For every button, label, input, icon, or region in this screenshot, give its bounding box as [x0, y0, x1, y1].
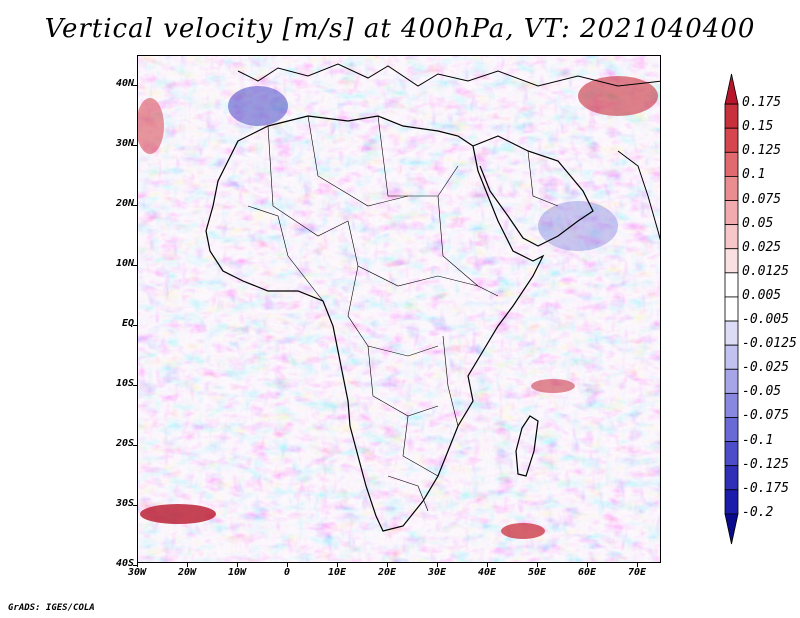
lon-tick-mark [487, 563, 488, 567]
footer-credit: GrADS: IGES/COLA [8, 603, 95, 613]
lat-tick-mark [133, 205, 137, 206]
strong-ascent-patch [501, 523, 545, 539]
colorbar-label: 0.05 [742, 215, 774, 231]
colorbar-label: 0.025 [742, 239, 782, 255]
lat-tick-mark [133, 265, 137, 266]
colorbar-swatch [724, 151, 739, 177]
lon-tick-mark [287, 563, 288, 567]
colorbar-label: 0.125 [742, 143, 782, 159]
lon-tick-mark [137, 563, 138, 567]
lon-tick-mark [187, 563, 188, 567]
colorbar-label: 0.0125 [742, 263, 789, 279]
velocity-noise-overlay [138, 56, 660, 562]
lon-tick-mark [387, 563, 388, 567]
lon-tick-label: 20E [377, 567, 397, 578]
colorbar-swatch [724, 392, 739, 418]
lon-tick-label: 10E [327, 567, 347, 578]
lat-tick-mark [133, 505, 137, 506]
lat-tick-mark [133, 565, 137, 566]
lat-tick-mark [133, 325, 137, 326]
colorbar-swatch [724, 489, 739, 515]
lat-tick-label: 30N [115, 138, 134, 149]
lon-tick-mark [537, 563, 538, 567]
lon-tick-label: 40E [477, 567, 497, 578]
colorbar-label: -0.025 [742, 360, 789, 376]
colorbar-swatch [724, 200, 739, 226]
lat-tick-label: 20S [115, 438, 134, 449]
colorbar-swatch [724, 272, 739, 298]
colorbar-label: -0.075 [742, 408, 789, 424]
colorbar-swatch [724, 127, 739, 153]
colorbar-swatch [724, 441, 739, 467]
colorbar-label: -0.175 [742, 480, 789, 496]
colorbar-swatch [724, 417, 739, 442]
lon-tick-label: 0 [283, 567, 291, 578]
lat-tick-mark [133, 145, 137, 146]
colorbar-swatch [724, 513, 739, 545]
colorbar-label: -0.005 [742, 312, 789, 328]
lon-tick-mark [337, 563, 338, 567]
map-title: Vertical velocity [m/s] at 400hPa, VT: 2… [44, 14, 756, 44]
colorbar-label: -0.1 [742, 432, 774, 448]
country-borders [247, 115, 559, 512]
strong-ascent-patch [578, 76, 658, 116]
lon-tick-label: 50E [527, 567, 547, 578]
velocity-field-map [138, 56, 660, 562]
colorbar-swatch [724, 465, 739, 491]
lon-tick-label: 30W [127, 567, 147, 578]
lon-tick-label: 20W [177, 567, 197, 578]
strong-ascent-patch [138, 98, 164, 154]
colorbar-label: -0.125 [742, 456, 789, 472]
strong-ascent-patch [531, 379, 575, 393]
colorbar-label: 0.175 [742, 95, 782, 111]
lat-tick-label: 40N [115, 78, 134, 89]
lon-tick-mark [437, 563, 438, 567]
lat-tick-label: 10N [115, 258, 134, 269]
coastline-africa [205, 115, 545, 532]
coastline-europe [237, 63, 660, 87]
lat-tick-label: EQ [121, 318, 134, 329]
colorbar-label: 0.075 [742, 191, 782, 207]
colorbar-swatch [724, 368, 739, 394]
map-panel [137, 55, 661, 563]
colorbar-label: -0.2 [742, 504, 774, 520]
lat-tick-mark [133, 445, 137, 446]
colorbar-swatch [724, 73, 739, 105]
colorbar-swatch [724, 344, 739, 370]
lon-tick-mark [237, 563, 238, 567]
colorbar-swatch [724, 296, 739, 322]
colorbar-swatch [724, 320, 739, 346]
lat-tick-mark [133, 85, 137, 86]
strong-descent-patch [228, 86, 288, 126]
lon-tick-label: 60E [577, 567, 597, 578]
lat-tick-mark [133, 385, 137, 386]
lat-tick-label: 20N [115, 198, 134, 209]
lon-tick-label: 30E [427, 567, 447, 578]
lon-tick-mark [637, 563, 638, 567]
lon-tick-label: 10W [227, 567, 247, 578]
lon-tick-mark [587, 563, 588, 567]
colorbar-swatch [724, 176, 739, 201]
lat-tick-label: 30S [115, 498, 134, 509]
colorbar-label: 0.005 [742, 287, 782, 303]
lat-tick-label: 10S [115, 378, 134, 389]
colorbar-swatch [724, 103, 739, 129]
strong-descent-patch [538, 201, 618, 251]
colorbar-label: -0.05 [742, 384, 782, 400]
coastline-india [617, 150, 660, 241]
colorbar-swatch [724, 224, 739, 250]
strong-ascent-patch [140, 504, 216, 524]
lon-tick-label: 70E [627, 567, 647, 578]
lat-tick-label: 40S [115, 558, 134, 569]
colorbar-label: 0.1 [742, 167, 766, 183]
colorbar-label: 0.15 [742, 119, 774, 135]
colorbar-swatch [724, 248, 739, 274]
colorbar-label: -0.0125 [742, 336, 797, 352]
coastline-madagascar [515, 415, 539, 477]
